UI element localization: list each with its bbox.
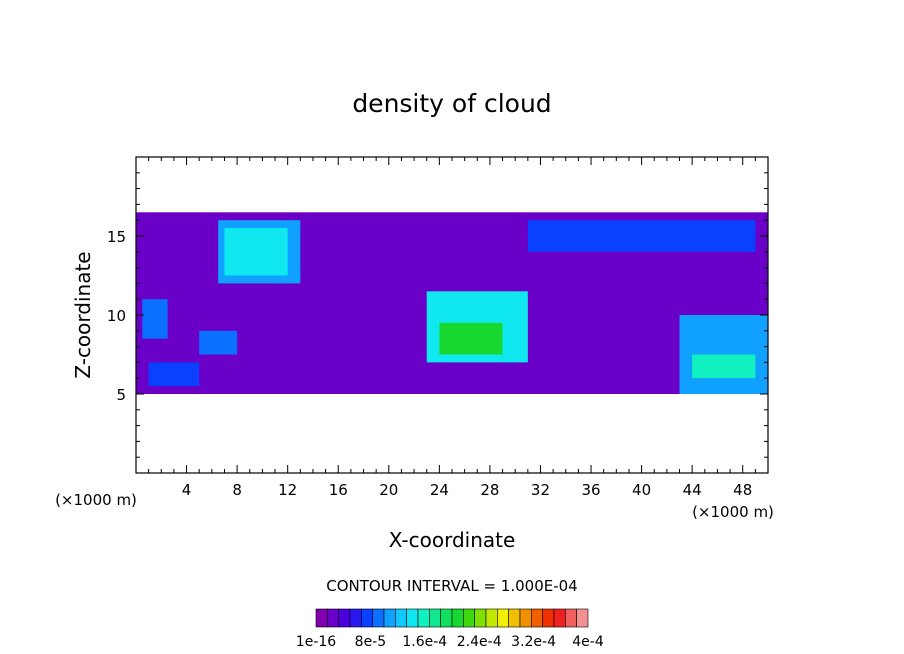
density-region-1 bbox=[142, 299, 168, 339]
colorbar-swatch bbox=[440, 608, 453, 628]
x-tick-label: 28 bbox=[480, 481, 499, 499]
colorbar-label: 4e-4 bbox=[572, 634, 604, 650]
x-unit-label-left: (×1000 m) bbox=[55, 491, 137, 509]
y-tick-label: 15 bbox=[107, 228, 126, 246]
colorbar-swatch bbox=[383, 608, 396, 628]
x-axis: 4 8 12 16 20 24 28 32 36 40 44 48 bbox=[148, 157, 756, 499]
colorbar-label: 8e-5 bbox=[355, 634, 386, 650]
density-region-7 bbox=[439, 322, 503, 355]
contour-interval-text: CONTOUR INTERVAL = 1.000E-04 bbox=[326, 577, 577, 595]
x-axis-label: X-coordinate bbox=[389, 528, 516, 552]
density-field bbox=[136, 212, 768, 394]
colorbar-swatch bbox=[327, 608, 339, 628]
colorbar-swatch bbox=[508, 608, 521, 628]
density-region-5 bbox=[224, 228, 288, 276]
y-axis: 5 10 15 bbox=[107, 172, 768, 458]
colorbar-swatch bbox=[406, 608, 419, 628]
colorbar-label: 1.6e-4 bbox=[402, 634, 447, 650]
colorbar-label: 3.2e-4 bbox=[511, 634, 556, 650]
colorbar-swatch bbox=[497, 608, 509, 628]
colorbar-swatch bbox=[542, 608, 555, 628]
colorbar-swatch bbox=[429, 608, 441, 628]
y-tick-label: 10 bbox=[107, 307, 126, 325]
colorbar-labels: 1e-16 8e-5 1.6e-4 2.4e-4 3.2e-4 4e-4 bbox=[296, 634, 604, 650]
density-region-10 bbox=[692, 354, 756, 379]
x-tick-label: 48 bbox=[733, 481, 752, 499]
colorbar-swatch bbox=[338, 608, 351, 628]
colorbar-label: 2.4e-4 bbox=[457, 634, 502, 650]
x-tick-label: 20 bbox=[379, 481, 398, 499]
x-tick-label: 8 bbox=[232, 481, 242, 499]
density-region-3 bbox=[199, 330, 238, 355]
colorbar-swatch bbox=[553, 608, 566, 628]
colorbar-swatch bbox=[349, 608, 362, 628]
colorbar-swatch bbox=[576, 608, 589, 628]
colorbar-swatch bbox=[372, 608, 385, 628]
x-tick-label: 12 bbox=[278, 481, 297, 499]
x-tick-label: 36 bbox=[581, 481, 600, 499]
colorbar-swatch bbox=[519, 608, 532, 628]
colorbar-swatch bbox=[485, 608, 498, 628]
chart-title: density of cloud bbox=[352, 89, 551, 118]
x-tick-label: 4 bbox=[182, 481, 192, 499]
y-axis-label: Z-coordinate bbox=[71, 251, 95, 378]
colorbar bbox=[315, 608, 589, 628]
y-tick-label: 5 bbox=[116, 386, 126, 404]
x-tick-label: 24 bbox=[430, 481, 449, 499]
colorbar-swatch bbox=[531, 608, 543, 628]
x-tick-label: 16 bbox=[329, 481, 348, 499]
x-tick-label: 40 bbox=[632, 481, 651, 499]
x-tick-label: 44 bbox=[683, 481, 702, 499]
colorbar-swatch bbox=[417, 608, 430, 628]
colorbar-swatch bbox=[463, 608, 475, 628]
density-region-2 bbox=[148, 362, 200, 387]
x-unit-label-right: (×1000 m) bbox=[692, 503, 774, 521]
colorbar-swatch bbox=[565, 608, 577, 628]
colorbar-label: 1e-16 bbox=[296, 634, 336, 650]
density-region-8 bbox=[527, 220, 756, 252]
x-tick-label: 32 bbox=[531, 481, 550, 499]
colorbar-swatch bbox=[474, 608, 487, 628]
colorbar-swatch bbox=[451, 608, 464, 628]
colorbar-swatch bbox=[395, 608, 407, 628]
colorbar-swatch bbox=[315, 608, 328, 628]
colorbar-swatch bbox=[361, 608, 373, 628]
